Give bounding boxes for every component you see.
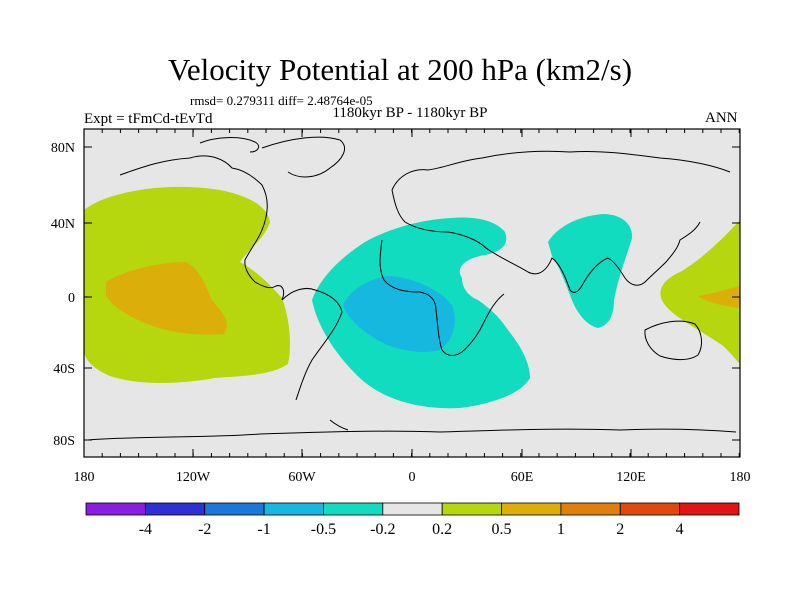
colorbar-label: -0.5 <box>311 521 336 538</box>
negative-core-atlantic <box>343 276 455 352</box>
lat-tick-label: 80S <box>53 434 75 449</box>
colorbar-box <box>382 502 443 516</box>
colorbar-label: 0.2 <box>432 521 452 538</box>
lon-tick-label: 60E <box>511 470 534 485</box>
lon-tick-label: 120W <box>176 470 211 485</box>
lon-tick-label: 180 <box>730 470 751 485</box>
period-label: 1180kyr BP - 1180kyr BP <box>332 105 488 121</box>
coastlines <box>87 136 737 441</box>
colorbar-box <box>441 502 502 516</box>
lon-tick-label: 0 <box>409 470 416 485</box>
colorbar-label: 0.5 <box>492 521 512 538</box>
colorbar-box <box>679 502 740 516</box>
colorbar-label: 4 <box>676 521 684 538</box>
positive-core-westpacific <box>698 286 740 308</box>
negative-region-india <box>548 214 633 328</box>
lon-tick-label: 60W <box>288 470 316 485</box>
colorbar-box <box>560 502 621 516</box>
colorbar: -4 -2 -1 -0.5 -0.2 0.2 0.5 1 2 4 <box>85 502 740 538</box>
lon-tick-label: 120E <box>616 470 646 485</box>
colorbar-box <box>85 502 146 516</box>
positive-region-westpacific <box>660 220 740 364</box>
stats-label: rmsd= 0.279311 diff= 2.48764e-05 <box>190 93 373 108</box>
colorbar-label: -1 <box>257 521 270 538</box>
colorbar-box <box>144 502 206 516</box>
colorbar-box <box>323 502 384 516</box>
colorbar-label: 1 <box>557 521 565 538</box>
colorbar-label: 2 <box>616 521 624 538</box>
positive-core-pacific <box>106 262 227 335</box>
lat-tick-label: 0 <box>68 291 75 306</box>
season-label: ANN <box>705 110 738 126</box>
lat-tick-label: 80N <box>51 141 75 156</box>
chart-title: Velocity Potential at 200 hPa (km2/s) <box>167 52 633 87</box>
map-axes: 80N 40N 0 40S 80S 180 120W 60W 0 60E 120E 180 <box>51 129 751 485</box>
colorbar-label: -0.2 <box>370 521 395 538</box>
colorbar-box <box>204 502 265 516</box>
colorbar-box <box>501 502 562 516</box>
colorbar-box <box>619 502 681 516</box>
colorbar-label: -2 <box>198 521 211 538</box>
colorbar-box <box>263 502 324 516</box>
lon-tick-label: 180 <box>74 470 95 485</box>
colorbar-label: -4 <box>139 521 152 538</box>
contour-fills <box>84 186 740 409</box>
lat-tick-label: 40N <box>51 217 75 232</box>
lat-tick-label: 40S <box>53 362 75 377</box>
experiment-label: Expt = tFmCd-tEvTd <box>84 111 213 127</box>
